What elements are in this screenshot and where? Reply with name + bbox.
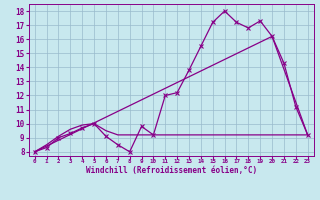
X-axis label: Windchill (Refroidissement éolien,°C): Windchill (Refroidissement éolien,°C) — [86, 166, 257, 175]
